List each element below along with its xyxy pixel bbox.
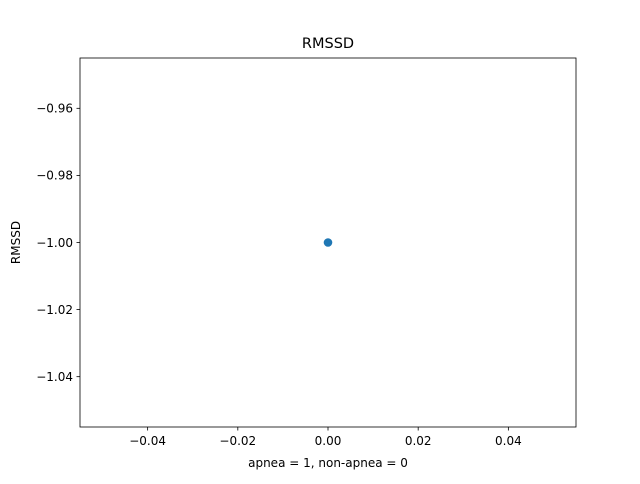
x-axis-label: apnea = 1, non-apnea = 0 [248,456,408,470]
x-tick-label: 0.00 [315,434,342,448]
plot-frame [79,57,577,428]
y-tick-label: −0.98 [36,169,73,183]
y-tick-label: −1.04 [36,370,73,384]
data-point [323,238,333,247]
x-tick-label: −0.04 [129,434,166,448]
x-tick-label: −0.02 [219,434,256,448]
y-tick-label: −1.02 [36,303,73,317]
y-tick-label: −0.96 [36,102,73,116]
x-tick-label: 0.04 [495,434,522,448]
data-points [323,238,333,247]
y-axis-ticks: −0.96 −0.98 −1.00 −1.02 −1.04 [36,102,80,384]
x-axis-ticks: −0.04 −0.02 0.00 0.02 0.04 [129,427,522,448]
y-axis-label: RMSSD [9,221,23,264]
y-tick-label: −1.00 [36,236,73,250]
x-tick-label: 0.02 [405,434,432,448]
chart-title: RMSSD [302,36,354,52]
